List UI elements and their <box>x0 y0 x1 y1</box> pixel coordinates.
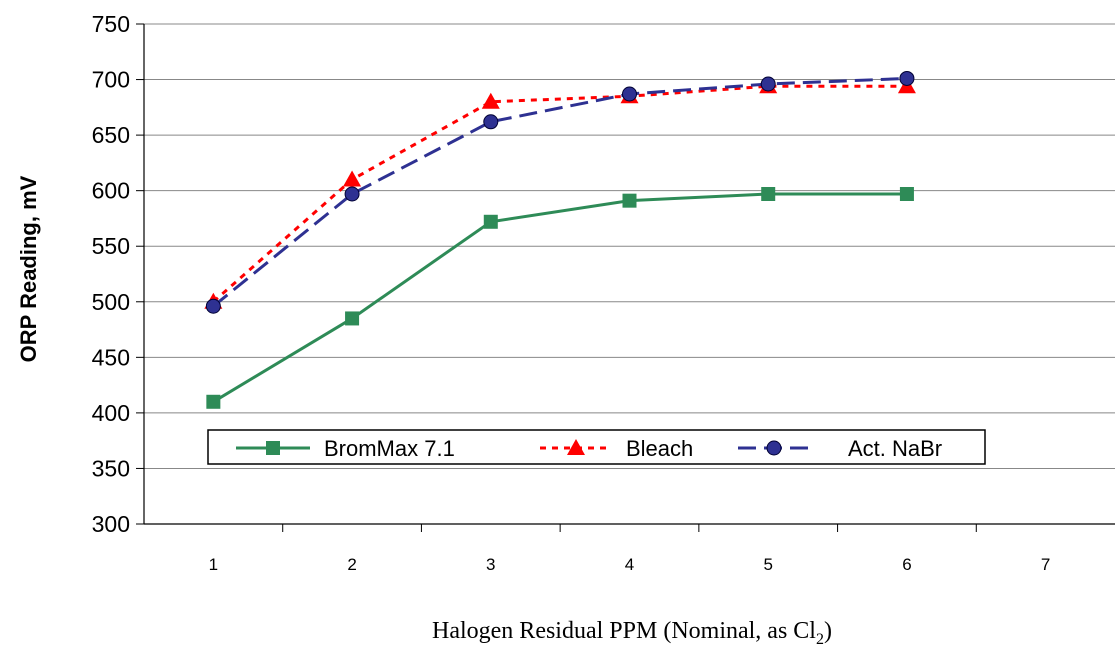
tick-labels: 300 350 400 450 500 550 600 650 700 750 1 2 3 4 5 6 7 <box>92 11 1051 574</box>
legend-label: BromMax 7.1 <box>324 436 455 461</box>
data-point <box>760 76 776 92</box>
legend-swatch-marker <box>567 439 585 455</box>
y-axis-label: ORP Reading, mV <box>16 175 41 362</box>
data-point <box>345 311 360 326</box>
x-tick-label: 2 <box>347 555 356 574</box>
data-point <box>206 394 221 409</box>
x-tick-label: 7 <box>1041 555 1050 574</box>
x-tick-label: 5 <box>763 555 772 574</box>
data-point <box>622 86 637 102</box>
series-brommax-7-1 <box>206 187 914 409</box>
data-point <box>344 186 360 202</box>
data-point <box>481 92 500 109</box>
y-tick-label: 750 <box>92 11 130 37</box>
data-point <box>205 298 221 314</box>
data-point <box>761 187 776 201</box>
x-tick-label: 4 <box>625 555 634 574</box>
x-tick-label: 1 <box>209 555 218 574</box>
y-tick-label: 400 <box>92 400 130 426</box>
x-tick-label: 3 <box>486 555 495 574</box>
legend-item: Bleach <box>540 436 693 461</box>
y-tick-label: 550 <box>92 233 130 259</box>
data-point <box>899 70 915 86</box>
y-tick-label: 700 <box>92 67 130 93</box>
data-point <box>343 170 362 187</box>
y-tick-label: 450 <box>92 344 130 370</box>
y-tick-label: 300 <box>92 511 130 537</box>
legend-swatch-marker <box>766 440 782 456</box>
data-point <box>899 187 914 201</box>
x-tick-label: 6 <box>902 555 911 574</box>
series-line <box>212 84 907 303</box>
data-point <box>483 214 498 229</box>
y-tick-label: 500 <box>92 289 130 315</box>
legend-item: BromMax 7.1 <box>236 436 455 461</box>
series-line <box>212 192 907 404</box>
x-axis-label: Halogen Residual PPM (Nominal, as Cl2) <box>432 618 832 647</box>
legend-item: Act. NaBr <box>738 436 942 461</box>
legend: BromMax 7.1 Bleach Act. NaBr <box>207 429 986 465</box>
data-point <box>622 193 637 208</box>
series-act-nabr <box>205 70 915 314</box>
axes <box>136 23 1115 532</box>
data-point <box>483 114 499 130</box>
series-layer <box>204 70 916 409</box>
legend-box <box>207 429 986 465</box>
gridlines <box>144 23 1115 469</box>
legend-label: Act. NaBr <box>848 436 942 461</box>
y-tick-label: 350 <box>92 455 130 481</box>
y-tick-label: 600 <box>92 178 130 204</box>
series-line <box>212 76 907 308</box>
legend-swatch-marker <box>266 441 280 455</box>
y-tick-label: 650 <box>92 122 130 148</box>
legend-label: Bleach <box>626 436 693 461</box>
